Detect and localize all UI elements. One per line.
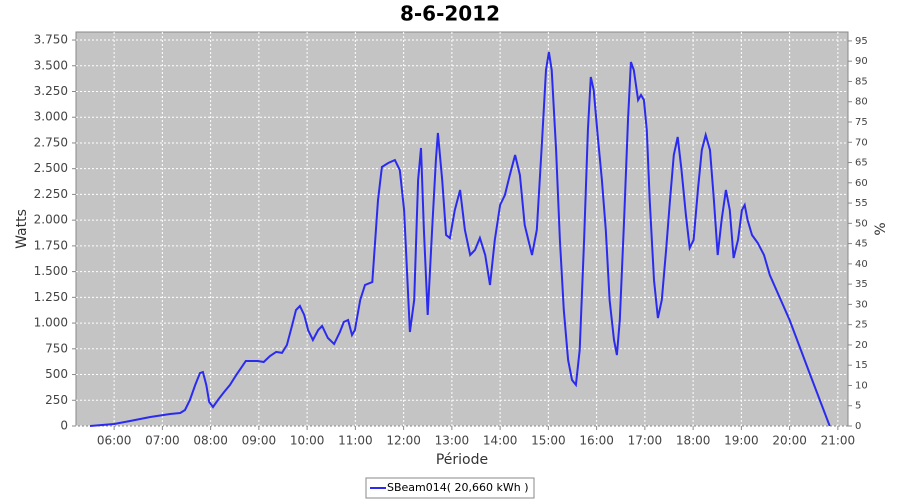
y2-tick-label: 95 [855, 36, 868, 47]
y-tick-label: 3.500 [34, 58, 68, 72]
x-tick-label: 19:00 [724, 434, 759, 448]
x-tick-label: 11:00 [338, 434, 373, 448]
y-tick-label: 500 [45, 367, 68, 381]
x-tick-label: 10:00 [290, 434, 325, 448]
y2-tick-label: 80 [855, 97, 868, 108]
y-tick-label: 3.000 [34, 110, 68, 124]
y2-tick-label: 20 [855, 340, 868, 351]
y2-tick-label: 60 [855, 178, 868, 189]
y-tick-label: 250 [45, 393, 68, 407]
y2-tick-label: 50 [855, 218, 868, 229]
y2-tick-label: 45 [855, 239, 868, 250]
y2-tick-label: 30 [855, 299, 868, 310]
x-tick-label: 17:00 [628, 434, 663, 448]
y-tick-label: 750 [45, 341, 68, 355]
chart-title: 8-6-2012 [400, 2, 500, 26]
x-tick-label: 16:00 [579, 434, 614, 448]
y2-tick-label: 25 [855, 320, 868, 331]
y2-axis-title: % [873, 222, 889, 235]
y2-tick-label: 75 [855, 117, 868, 128]
x-axis-title: Période [436, 452, 488, 468]
x-tick-label: 13:00 [435, 434, 470, 448]
y2-tick-label: 35 [855, 279, 868, 290]
y-tick-label: 1.250 [34, 290, 68, 304]
y-tick-label: 1.500 [34, 264, 68, 278]
y2-tick-label: 70 [855, 137, 868, 148]
y-tick-label: 0 [60, 419, 68, 433]
x-tick-label: 18:00 [676, 434, 711, 448]
y-tick-label: 2.000 [34, 213, 68, 227]
x-tick-label: 14:00 [483, 434, 518, 448]
y-tick-label: 2.250 [34, 187, 68, 201]
y2-tick-label: 65 [855, 158, 868, 169]
x-tick-label: 09:00 [242, 434, 277, 448]
y2-tick-label: 40 [855, 259, 868, 270]
y-tick-label: 2.500 [34, 161, 68, 175]
plot-area [75, 31, 849, 427]
y2-tick-label: 10 [855, 380, 868, 391]
legend-label: SBeam014( 20,660 kWh ) [387, 481, 529, 494]
legend [365, 477, 535, 499]
x-tick-label: 20:00 [772, 434, 807, 448]
y2-tick-label: 55 [855, 198, 868, 209]
line-series [89, 51, 831, 427]
y-tick-label: 3.750 [34, 33, 68, 47]
x-tick-label: 21:00 [821, 434, 856, 448]
y2-tick-label: 85 [855, 76, 868, 87]
y2-tick-label: 0 [855, 421, 861, 432]
y-axis-title: Watts [14, 209, 30, 249]
y-tick-label: 3.250 [34, 84, 68, 98]
y-tick-label: 2.750 [34, 135, 68, 149]
y2-tick-label: 90 [855, 56, 868, 67]
y2-tick-label: 5 [855, 401, 861, 412]
x-tick-label: 08:00 [193, 434, 228, 448]
y-tick-label: 1.000 [34, 316, 68, 330]
y2-tick-label: 15 [855, 360, 868, 371]
x-tick-label: 06:00 [97, 434, 132, 448]
x-tick-label: 12:00 [386, 434, 421, 448]
x-tick-label: 07:00 [145, 434, 180, 448]
x-tick-label: 15:00 [531, 434, 566, 448]
y-tick-label: 1.750 [34, 238, 68, 252]
